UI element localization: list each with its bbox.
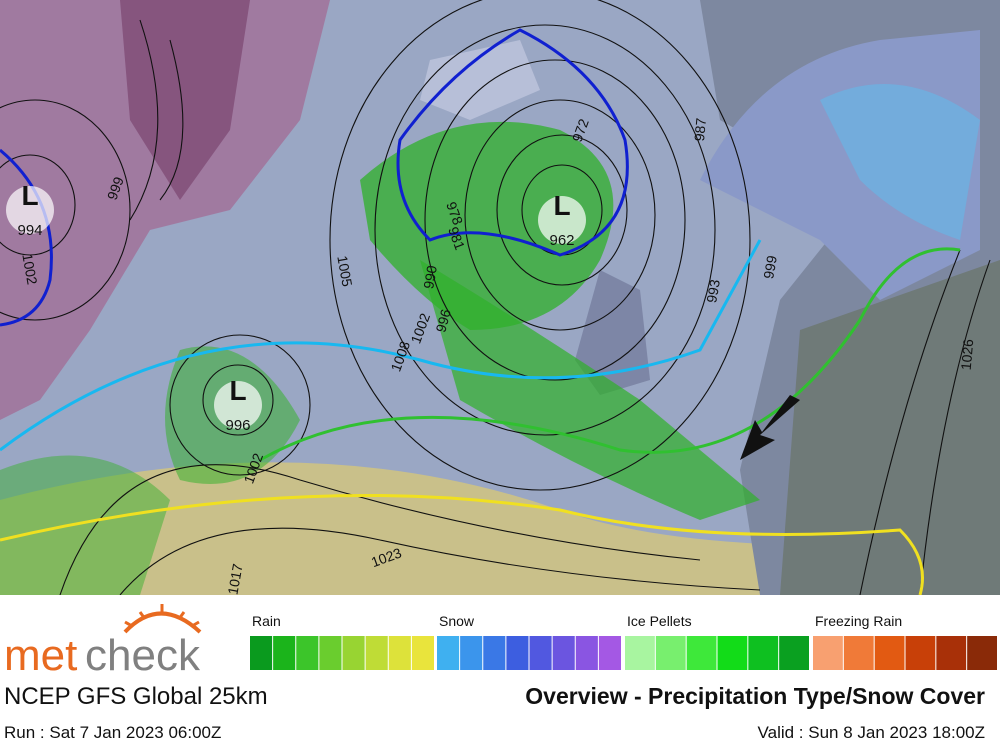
isobars <box>0 0 991 595</box>
legend-swatch <box>529 636 552 670</box>
freezing-line <box>0 493 924 595</box>
low-pressure: 994 <box>17 222 42 239</box>
blue-contour <box>396 28 629 257</box>
legend-swatch <box>717 636 748 670</box>
low-marker <box>214 381 262 429</box>
legend-label: Snow <box>439 613 475 629</box>
rain-band <box>0 455 170 595</box>
legend-swatch <box>748 636 779 670</box>
greenland <box>0 0 330 420</box>
rain-band <box>360 121 614 330</box>
isobar-label: 1017 <box>224 562 245 596</box>
low-symbol: L <box>21 180 38 211</box>
run-time: Run : Sat 7 Jan 2023 06:00Z <box>4 723 221 742</box>
isobar-label: 981 <box>445 225 468 253</box>
legend-swatch <box>319 636 342 670</box>
map-title: Overview - Precipitation Type/Snow Cover <box>525 683 985 709</box>
legend-swatch <box>598 636 621 670</box>
legend-swatch <box>483 636 506 670</box>
logo-met: met <box>4 631 77 680</box>
legend-swatch <box>250 636 273 670</box>
legend-swatch <box>460 636 483 670</box>
legend-swatch <box>296 636 319 670</box>
legend-swatch <box>874 636 905 670</box>
legend-swatch <box>843 636 874 670</box>
isobar-label: 999 <box>760 254 780 280</box>
low-pressure: 996 <box>225 417 250 434</box>
low-symbol: L <box>229 375 246 406</box>
legend-swatch <box>506 636 529 670</box>
snow-line <box>0 239 762 452</box>
logo-check: check <box>85 631 201 680</box>
legend-swatch <box>686 636 717 670</box>
legend-swatch <box>388 636 411 670</box>
isobar-label: 996 <box>432 307 454 334</box>
isobar-label: 990 <box>420 264 440 290</box>
legend-label: Rain <box>252 613 281 629</box>
isobar-label: 1002 <box>19 252 40 286</box>
isobar-label: 993 <box>703 278 723 304</box>
blue-contour <box>0 148 53 327</box>
snow-area <box>820 84 980 240</box>
isobar-label: 1005 <box>334 254 355 288</box>
legend-label: Ice Pellets <box>627 613 692 629</box>
legend: Rain Snow Ice Pellets Freezing Rain <box>250 613 997 670</box>
green-line <box>259 247 961 462</box>
south-zone <box>0 462 1000 595</box>
legend-swatch <box>813 636 843 670</box>
low-pressure: 962 <box>549 232 574 249</box>
legend-swatch <box>967 636 997 670</box>
legend-label: Freezing Rain <box>815 613 902 629</box>
low-symbol: L <box>553 190 570 221</box>
legend-swatch <box>905 636 936 670</box>
low-marker <box>6 186 54 234</box>
isobar-label: 1026 <box>958 338 977 371</box>
valid-time: Valid : Sun 8 Jan 2023 18:00Z <box>758 723 985 742</box>
rain-band <box>420 260 760 520</box>
legend-swatch <box>625 636 655 670</box>
logo: met check <box>4 604 202 680</box>
legend-swatch <box>575 636 598 670</box>
isobar-label: 972 <box>569 116 592 144</box>
legend-swatch <box>936 636 967 670</box>
legend-swatch <box>437 636 460 670</box>
legend-swatch <box>342 636 365 670</box>
legend-swatch <box>552 636 575 670</box>
legend-swatch <box>411 636 434 670</box>
legend-swatch <box>365 636 388 670</box>
arrow <box>740 395 800 460</box>
isobar-label: 987 <box>691 117 709 142</box>
greenland-high <box>120 0 250 200</box>
legend-swatch <box>273 636 296 670</box>
legend-swatch <box>655 636 686 670</box>
low-marker <box>538 196 586 244</box>
east-europe <box>780 260 1000 595</box>
legend-swatch <box>779 636 809 670</box>
isobar-label: 978 <box>443 200 466 228</box>
uk <box>575 270 650 395</box>
model-name: NCEP GFS Global 25km <box>4 683 268 710</box>
isobar-label: 999 <box>104 174 127 202</box>
